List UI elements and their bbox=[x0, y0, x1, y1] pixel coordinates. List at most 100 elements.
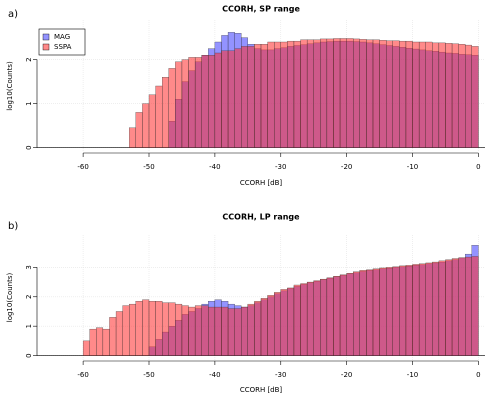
histogram-bar bbox=[208, 55, 216, 148]
histogram-bar bbox=[300, 39, 308, 148]
x-tick-label: 0 bbox=[476, 371, 480, 379]
histogram-bar bbox=[221, 306, 229, 356]
histogram-bar bbox=[247, 303, 255, 356]
histogram-bar bbox=[129, 127, 136, 148]
legend-label: SSPA bbox=[54, 43, 72, 51]
histogram-bar bbox=[458, 44, 466, 148]
histogram-bar bbox=[313, 280, 321, 356]
x-tick-label: -10 bbox=[407, 371, 418, 379]
histogram-bar bbox=[214, 306, 222, 356]
histogram-bar bbox=[386, 267, 393, 356]
histogram-bar bbox=[89, 328, 97, 356]
histogram-bar bbox=[293, 284, 301, 356]
histogram-bar bbox=[274, 41, 281, 148]
histogram-bar bbox=[320, 38, 328, 148]
y-tick-label: 0 bbox=[25, 353, 33, 357]
histogram-bar bbox=[82, 340, 90, 356]
histogram-bar bbox=[260, 44, 268, 148]
histogram-bar bbox=[313, 39, 321, 148]
histogram-bar bbox=[339, 38, 347, 148]
x-tick-label: -30 bbox=[275, 163, 286, 171]
histogram-bar bbox=[359, 39, 367, 148]
histogram-bar bbox=[333, 276, 341, 356]
histogram-bar bbox=[148, 94, 156, 148]
histogram-bar bbox=[241, 306, 248, 356]
histogram-bar bbox=[109, 317, 117, 356]
histogram-bar bbox=[162, 302, 169, 356]
histogram-bar bbox=[392, 266, 400, 356]
histogram-bar bbox=[181, 305, 189, 356]
x-tick-label: -60 bbox=[77, 371, 88, 379]
histogram-bar bbox=[214, 52, 222, 148]
histogram-bar bbox=[148, 301, 156, 356]
histogram-bar bbox=[366, 269, 374, 356]
histogram-bar bbox=[412, 41, 420, 148]
histogram-bar bbox=[227, 308, 235, 356]
histogram-bar bbox=[432, 42, 440, 148]
histogram-bar bbox=[451, 43, 459, 148]
histogram-bar bbox=[359, 270, 367, 356]
histogram-bar bbox=[194, 305, 202, 356]
histogram-bar bbox=[405, 265, 413, 356]
histogram-bar bbox=[227, 50, 235, 148]
histogram-bar bbox=[234, 48, 242, 148]
histogram-bar bbox=[188, 306, 196, 356]
histogram-bar bbox=[247, 46, 255, 148]
histogram-bar bbox=[418, 41, 426, 148]
histogram-bar bbox=[425, 41, 433, 148]
histogram-bar bbox=[471, 46, 479, 148]
histogram-bar bbox=[471, 256, 479, 356]
histogram-bar bbox=[115, 311, 123, 356]
histogram-bar bbox=[399, 265, 407, 356]
histogram-bar bbox=[438, 42, 446, 148]
histogram-bar bbox=[181, 59, 189, 148]
histogram-bar bbox=[168, 68, 176, 148]
legend-swatch bbox=[42, 43, 50, 51]
x-tick-label: -20 bbox=[341, 163, 352, 171]
histogram-bar bbox=[260, 298, 268, 356]
histogram-bar bbox=[267, 295, 275, 356]
histogram-bar bbox=[122, 305, 130, 356]
histogram-bar bbox=[241, 46, 248, 148]
x-tick-label: -50 bbox=[143, 371, 154, 379]
histogram-bar bbox=[445, 259, 453, 356]
x-tick-label: -10 bbox=[407, 163, 418, 171]
histogram-bar bbox=[142, 299, 150, 356]
x-tick-label: -50 bbox=[143, 163, 154, 171]
histogram-bar bbox=[379, 267, 387, 356]
y-axis-label: log10(Counts) bbox=[6, 61, 14, 111]
histogram-bar bbox=[306, 39, 314, 148]
y-tick-label: 1 bbox=[25, 324, 33, 328]
y-tick-label: 0 bbox=[25, 145, 33, 149]
histogram-bar bbox=[135, 301, 143, 356]
histogram-bar bbox=[465, 44, 472, 148]
histogram-bar bbox=[412, 264, 420, 356]
histogram-bar bbox=[293, 40, 301, 148]
y-tick-label: 2 bbox=[25, 57, 33, 61]
histogram-bar bbox=[346, 38, 354, 148]
legend-swatch bbox=[42, 33, 50, 41]
histogram-bar bbox=[201, 55, 209, 148]
histogram-bar bbox=[208, 306, 216, 356]
histogram-bar bbox=[267, 41, 275, 148]
x-tick-label: -20 bbox=[341, 371, 352, 379]
histogram-bar bbox=[201, 305, 209, 356]
histogram-bar bbox=[418, 263, 426, 356]
histogram-bar bbox=[96, 327, 104, 356]
histogram-bar bbox=[320, 278, 328, 356]
x-tick-label: -60 bbox=[77, 163, 88, 171]
histogram-bar bbox=[175, 303, 183, 356]
histogram-bar bbox=[346, 273, 354, 356]
histogram-bar bbox=[254, 301, 262, 356]
histogram-bar bbox=[194, 57, 202, 148]
histogram-bar bbox=[155, 85, 163, 148]
y-tick-label: 2 bbox=[25, 295, 33, 299]
histogram-bar bbox=[372, 39, 380, 148]
histogram-bar bbox=[432, 261, 440, 356]
chart-title: CCORH, LP range bbox=[222, 213, 300, 222]
histogram-bar bbox=[168, 302, 176, 356]
y-tick-label: 1 bbox=[25, 101, 33, 105]
histogram-bar bbox=[254, 44, 262, 148]
histogram-bar bbox=[353, 271, 360, 356]
